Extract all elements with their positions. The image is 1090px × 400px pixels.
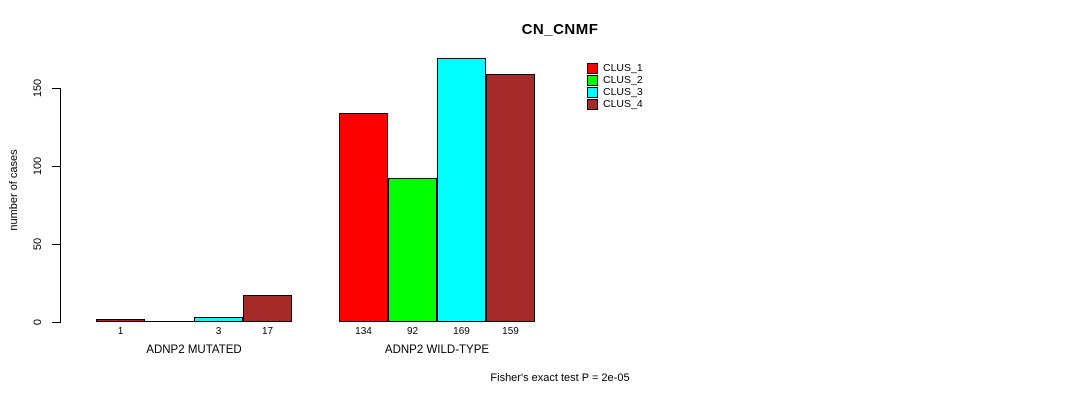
bar-clus_3-mutated — [194, 317, 243, 322]
y-tick-mark — [52, 244, 60, 245]
legend-label: CLUS_2 — [603, 74, 643, 86]
bar-clus_2-wild-type — [388, 178, 437, 322]
bar-clus_3-wild-type — [437, 58, 486, 322]
bar-value-label: 92 — [406, 326, 419, 337]
legend: CLUS_1 CLUS_2 CLUS_3 CLUS_4 — [587, 62, 643, 110]
bar-clus_4-mutated — [243, 295, 292, 322]
bar-value-label: 134 — [355, 326, 372, 337]
y-tick-label: 0 — [32, 318, 44, 326]
legend-row: CLUS_2 — [587, 74, 643, 86]
legend-row: CLUS_4 — [587, 98, 643, 110]
y-axis-line — [60, 88, 61, 323]
legend-swatch-icon — [587, 74, 598, 86]
chart-title: CN_CNMF — [521, 21, 599, 38]
group-label-wild-type: ADNP2 WILD-TYPE — [384, 344, 490, 356]
legend-swatch-icon — [587, 62, 598, 74]
legend-swatch-icon — [587, 98, 598, 110]
bar-clus_1-mutated — [96, 319, 145, 322]
legend-label: CLUS_3 — [603, 86, 643, 98]
legend-row: CLUS_1 — [587, 62, 643, 74]
y-axis-title: number of cases — [8, 149, 20, 231]
legend-label: CLUS_1 — [603, 62, 643, 74]
y-tick-label: 150 — [32, 78, 44, 98]
legend-swatch-icon — [587, 86, 598, 98]
bar-clus_2-mutated — [145, 321, 194, 322]
bar-value-label: 3 — [215, 326, 222, 337]
bar-value-label: 169 — [453, 326, 470, 337]
y-tick-mark — [52, 88, 60, 89]
bar-value-label: 159 — [502, 326, 519, 337]
y-tick-label: 100 — [32, 156, 44, 176]
y-tick-label: 50 — [32, 237, 44, 251]
legend-label: CLUS_4 — [603, 98, 643, 110]
y-tick-mark — [52, 166, 60, 167]
bar-clus_1-wild-type — [339, 113, 388, 322]
bar-value-label: 1 — [117, 326, 124, 337]
group-label-mutated: ADNP2 MUTATED — [146, 344, 242, 356]
annotation-text: Fisher's exact test P = 2e-05 — [490, 372, 630, 384]
legend-row: CLUS_3 — [587, 86, 643, 98]
bar-clus_4-wild-type — [486, 74, 535, 322]
bar-value-label: 17 — [261, 326, 274, 337]
y-tick-mark — [52, 322, 60, 323]
